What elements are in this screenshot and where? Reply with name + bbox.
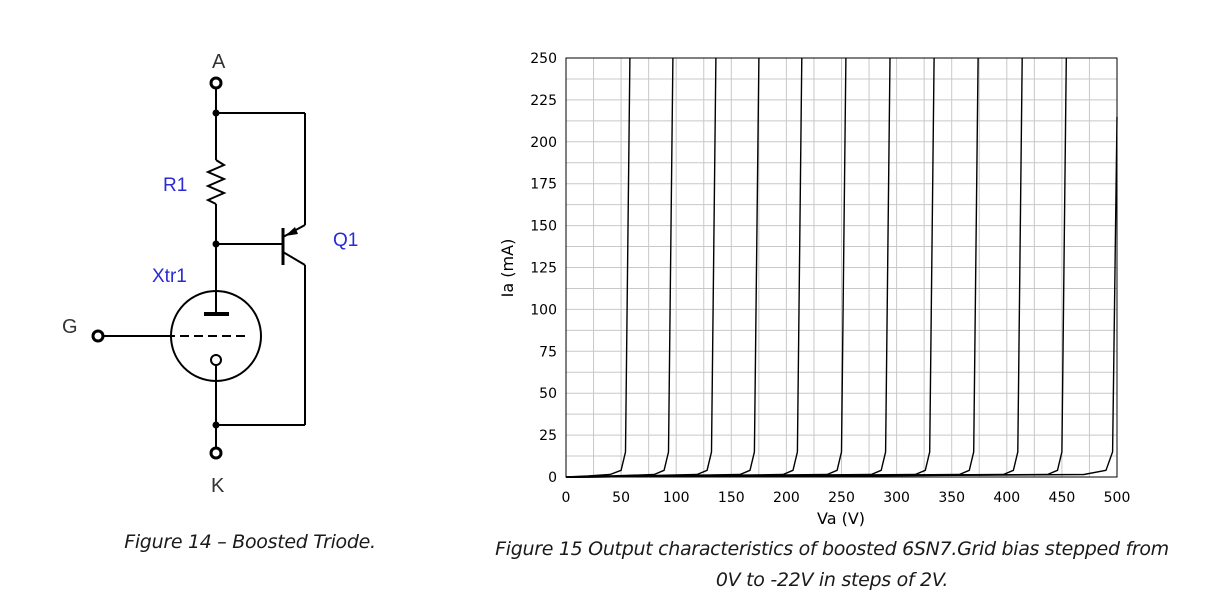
x-tick-label: 450 [1049,490,1076,506]
y-axis-label: Ia (mA) [498,239,517,298]
y-tick-label: 25 [539,428,557,444]
junction-dot [212,421,220,429]
y-tick-labels: 0 25 50 75 100 125 150 175 200 225 250 [530,51,557,486]
plot-frame [565,57,1118,478]
label-xtr1: Xtr1 [152,266,187,287]
y-tick-label: 75 [539,344,557,360]
figure-15-caption: Figure 15 Output characteristics of boos… [470,534,1194,596]
label-cathode: K [211,475,225,497]
y-tick-label: 0 [548,470,557,486]
transistor-collector [282,251,306,266]
resistor-r1-symbol [205,159,227,205]
x-tick-label: 300 [883,490,910,506]
emitter-arrow [285,227,298,236]
y-tick-label: 200 [530,135,557,151]
figure-15-caption-line2: 0V to -22V in steps of 2V. [715,569,949,591]
x-tick-label: 150 [718,490,745,506]
y-tick-label: 250 [530,51,557,67]
x-tick-label: 500 [1104,490,1131,506]
y-tick-label: 150 [530,219,557,235]
anode-terminal [209,76,223,90]
figure-14-caption: Figure 14 – Boosted Triode. [124,531,376,553]
x-tick-label: 250 [828,490,855,506]
label-anode: A [212,51,226,73]
triode-plate [204,312,229,316]
grid-terminal [91,329,105,343]
y-tick-label: 100 [530,302,557,318]
x-tick-label: 100 [663,490,690,506]
x-axis-label: Va (V) [817,509,865,528]
x-tick-labels: 0 50 100 150 200 250 300 350 400 450 500 [562,490,1131,506]
junction-dot [212,109,220,117]
characteristic-curve-12 [565,116,1118,478]
label-q1: Q1 [333,230,358,251]
cathode-terminal [209,446,223,460]
boosted-triode-schematic: A K G R1 Q1 Xtr1 [62,51,358,497]
x-tick-label: 350 [938,490,965,506]
figure-15-caption-line1: Figure 15 Output characteristics of boos… [495,538,1169,560]
x-tick-label: 400 [993,490,1020,506]
y-tick-label: 175 [530,177,557,193]
label-grid: G [62,316,78,338]
curve-layer [565,57,1118,478]
x-tick-label: 50 [612,490,630,506]
x-tick-label: 200 [773,490,800,506]
y-tick-label: 50 [539,386,557,402]
junction-dot [212,240,220,248]
y-tick-label: 125 [530,261,557,277]
y-tick-label: 225 [530,93,557,109]
label-r1: R1 [163,175,187,196]
x-tick-label: 0 [562,490,571,506]
